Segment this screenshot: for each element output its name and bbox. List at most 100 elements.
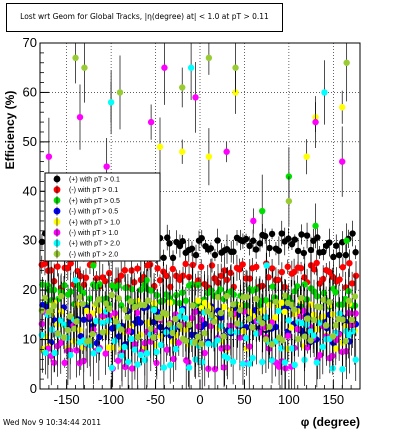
data-point <box>272 298 280 306</box>
data-point <box>71 325 78 332</box>
data-point <box>349 328 356 335</box>
data-point <box>278 268 286 276</box>
data-point <box>41 294 49 302</box>
data-point <box>192 251 200 259</box>
data-point <box>336 251 343 259</box>
data-point <box>282 365 289 372</box>
data-point <box>339 264 347 271</box>
data-point <box>182 260 189 268</box>
chart-title: Lost wrt Geom for Global Tracks, |η(degr… <box>20 12 269 21</box>
data-point <box>239 360 247 367</box>
data-point <box>297 264 305 272</box>
data-point <box>263 262 270 269</box>
data-point <box>312 222 319 230</box>
data-point <box>67 351 74 359</box>
data-point <box>118 352 126 359</box>
legend-box <box>44 172 161 262</box>
data-point <box>345 287 352 295</box>
data-point <box>326 268 333 276</box>
data-point <box>298 319 305 327</box>
data-point <box>157 341 164 349</box>
data-point <box>128 335 135 343</box>
data-point <box>333 242 340 249</box>
data-point <box>316 319 323 326</box>
data-point <box>178 307 186 314</box>
data-point <box>109 344 116 352</box>
data-point <box>349 230 356 237</box>
data-point <box>160 364 168 371</box>
data-point <box>252 246 260 253</box>
data-point <box>259 307 267 314</box>
data-point <box>156 143 164 150</box>
data-point <box>310 332 317 339</box>
data-point <box>64 264 72 272</box>
data-point <box>295 335 302 343</box>
data-point <box>266 323 273 330</box>
data-point <box>294 325 302 333</box>
data-point <box>188 245 196 252</box>
data-point <box>239 261 246 268</box>
data-point <box>169 265 176 273</box>
data-point <box>275 307 282 315</box>
data-point <box>332 289 339 296</box>
data-point <box>57 292 65 300</box>
data-point <box>339 104 346 111</box>
data-point <box>311 266 318 273</box>
data-point <box>134 309 141 317</box>
data-point <box>117 272 125 279</box>
data-point <box>336 310 343 317</box>
data-point <box>76 113 84 121</box>
x-tick-label: 100 <box>278 392 300 407</box>
data-point <box>230 248 237 255</box>
data-point <box>51 349 58 357</box>
data-point <box>275 363 283 370</box>
data-point <box>211 365 219 373</box>
data-point <box>182 337 190 344</box>
data-point <box>317 304 324 311</box>
data-point <box>201 349 208 357</box>
data-point <box>185 364 193 371</box>
data-point <box>281 308 288 315</box>
data-point <box>352 272 360 279</box>
data-point <box>89 330 96 338</box>
data-point <box>105 317 112 324</box>
data-point <box>96 333 103 341</box>
data-point <box>268 341 276 348</box>
data-point <box>232 89 239 96</box>
data-point <box>348 316 356 324</box>
data-point <box>329 311 336 318</box>
data-point <box>64 326 72 334</box>
data-point <box>128 365 136 372</box>
data-point <box>157 314 164 322</box>
data-point <box>122 363 129 371</box>
data-point <box>60 334 67 341</box>
data-point <box>73 347 80 354</box>
data-point <box>303 232 311 239</box>
data-point <box>198 340 205 348</box>
y-tick-label: 70 <box>23 35 37 50</box>
legend: (+) with pT > 0.1 (-) with pT > 0.1 (+) wi… <box>44 172 161 262</box>
data-point <box>189 302 196 309</box>
data-point <box>246 360 253 368</box>
data-point <box>253 330 260 337</box>
data-point <box>227 269 234 277</box>
data-point <box>339 366 346 373</box>
data-point <box>170 355 177 363</box>
data-point <box>153 348 160 356</box>
data-point <box>316 280 323 287</box>
data-point <box>72 277 79 284</box>
data-point <box>164 234 171 241</box>
data-point <box>232 64 239 71</box>
data-point <box>61 282 68 289</box>
data-point <box>125 327 132 335</box>
data-point <box>134 265 141 272</box>
data-point <box>300 249 308 257</box>
data-point <box>175 339 182 346</box>
data-point <box>326 239 333 246</box>
data-point <box>99 329 106 336</box>
data-point <box>76 293 84 301</box>
data-point <box>150 306 158 314</box>
data-point <box>118 326 125 333</box>
data-point <box>343 59 350 66</box>
